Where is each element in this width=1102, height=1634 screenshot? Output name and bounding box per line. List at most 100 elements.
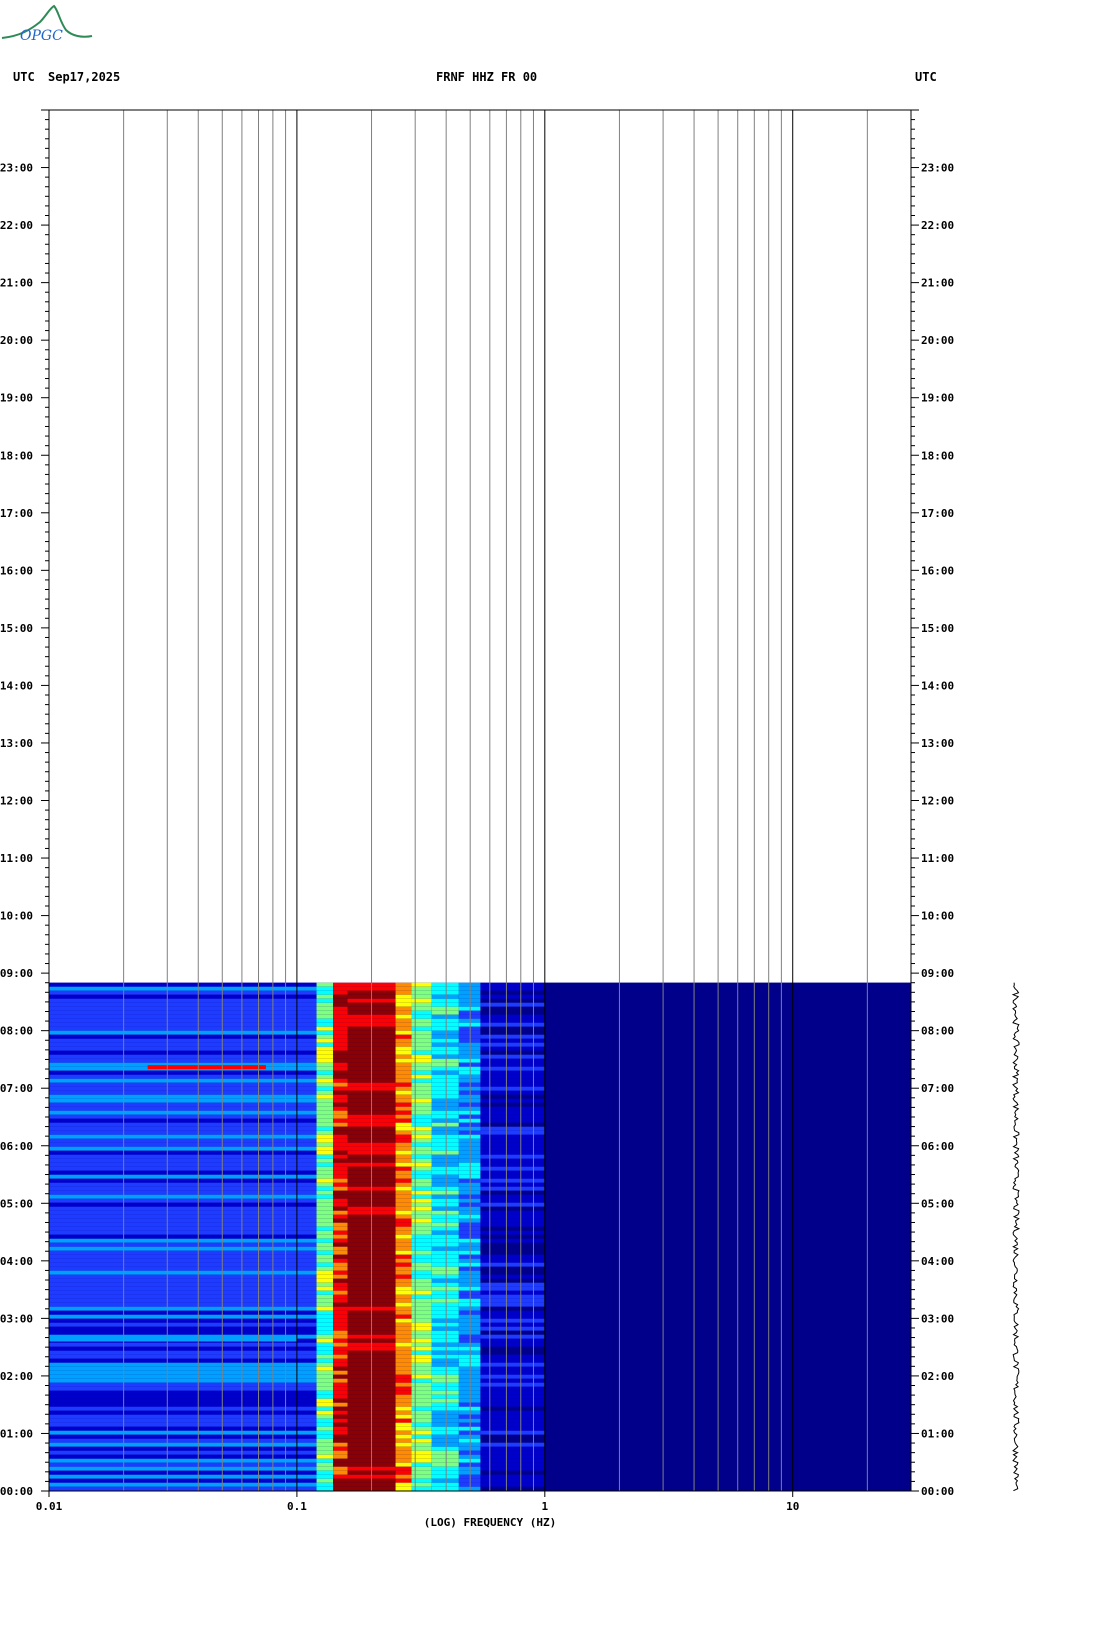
heatmap-cell [411, 990, 432, 995]
heatmap-cell [316, 1058, 334, 1063]
heatmap-cell [316, 1390, 334, 1395]
heatmap-cell [480, 1410, 545, 1415]
heatmap-cell [333, 1158, 348, 1163]
heatmap-cell [431, 1342, 459, 1347]
heatmap-cell [411, 1354, 432, 1359]
heatmap-cell [431, 1454, 459, 1459]
y-tick-label-right: 16:00 [921, 564, 954, 577]
heatmap-cell [431, 1334, 459, 1339]
heatmap-cell [544, 1014, 911, 1019]
heatmap-cell [480, 1218, 545, 1223]
heatmap-cell [458, 1386, 481, 1391]
heatmap-cell [431, 1142, 459, 1147]
heatmap-cell [458, 1246, 481, 1251]
heatmap-cell [431, 1110, 459, 1115]
heatmap-cell [431, 1442, 459, 1447]
heatmap-cell [395, 1058, 412, 1063]
heatmap-cell [333, 1238, 348, 1243]
heatmap-cell [431, 1394, 459, 1399]
heatmap-cell [333, 1258, 348, 1263]
heatmap-cell [395, 1358, 412, 1363]
heatmap-cell [458, 1222, 481, 1227]
heatmap-cell [458, 1262, 481, 1267]
heatmap-cell [49, 1354, 317, 1359]
heatmap-cell [316, 1370, 334, 1375]
heatmap-cell [431, 1158, 459, 1163]
heatmap-cell [480, 1226, 545, 1231]
heatmap-cell [480, 1158, 545, 1163]
heatmap-cell [316, 1182, 334, 1187]
heatmap-cell [49, 1134, 317, 1139]
heatmap-cell [333, 1326, 348, 1331]
heatmap-cell [333, 1426, 348, 1431]
heatmap-cell [49, 1050, 317, 1055]
y-tick-label-left: 23:00 [0, 162, 33, 175]
heatmap-cell [333, 1266, 348, 1271]
heatmap-cell [395, 1330, 412, 1335]
heatmap-cell [395, 1238, 412, 1243]
heatmap-cell [49, 1370, 317, 1375]
heatmap-cell [544, 1118, 911, 1123]
heatmap-cell [431, 1122, 459, 1127]
heatmap-cell [49, 1018, 317, 1023]
heatmap-cell [395, 1378, 412, 1383]
heatmap-cell [49, 1130, 317, 1135]
heatmap-cell [458, 1370, 481, 1375]
heatmap-cell [316, 1374, 334, 1379]
heatmap-cell [316, 1082, 334, 1087]
heatmap-cell [544, 1198, 911, 1203]
heatmap-cell [411, 1322, 432, 1327]
heatmap-cell [333, 1398, 348, 1403]
heatmap-cell [411, 986, 432, 991]
heatmap-cell [544, 1302, 911, 1307]
y-tick-label-right: 10:00 [921, 910, 954, 923]
heatmap-cell [480, 1070, 545, 1075]
heatmap-cell [395, 1178, 412, 1183]
heatmap-cell [395, 1270, 412, 1275]
heatmap-cell [395, 1366, 412, 1371]
heatmap-cell [49, 1094, 317, 1099]
heatmap-cell [480, 1126, 545, 1131]
heatmap-cell [544, 1190, 911, 1195]
heatmap-cell [458, 1446, 481, 1451]
heatmap-cell [411, 1046, 432, 1051]
heatmap-cell [395, 1286, 412, 1291]
heatmap-cell [411, 1454, 432, 1459]
heatmap-cell [544, 1038, 911, 1043]
heatmap-cell [411, 1286, 432, 1291]
heatmap-cell [316, 1402, 334, 1407]
heatmap-cell [480, 1130, 545, 1135]
heatmap-cell [458, 1158, 481, 1163]
heatmap-cell [431, 1406, 459, 1411]
heatmap-cell [480, 1086, 545, 1091]
heatmap-cell [333, 1010, 348, 1015]
heatmap-cell [49, 1078, 317, 1083]
heatmap-cell [544, 1458, 911, 1463]
heatmap-cell [544, 1474, 911, 1479]
heatmap-cell [411, 1042, 432, 1047]
heatmap-cell [49, 1202, 317, 1207]
heatmap-cell [431, 1006, 459, 1011]
heatmap-cell [544, 1082, 911, 1087]
heatmap-cell [458, 1006, 481, 1011]
heatmap-cell [458, 1294, 481, 1299]
heatmap-cell [411, 1022, 432, 1027]
heatmap-cell [431, 1310, 459, 1315]
heatmap-cell [480, 1138, 545, 1143]
heatmap-cell [458, 1046, 481, 1051]
y-tick-label-right: 23:00 [921, 162, 954, 175]
heatmap-cell [544, 1010, 911, 1015]
heatmap-cell [411, 1190, 432, 1195]
heatmap-cell [411, 1438, 432, 1443]
heatmap-cell [480, 1370, 545, 1375]
heatmap-cell [431, 1190, 459, 1195]
heatmap-cell [544, 1090, 911, 1095]
heatmap-cell [544, 1026, 911, 1031]
heatmap-cell [395, 1314, 412, 1319]
heatmap-cell [431, 1254, 459, 1259]
heatmap-cell [333, 1098, 348, 1103]
heatmap-cell [544, 998, 911, 1003]
y-tick-label-left: 00:00 [0, 1485, 33, 1498]
heatmap-cell [333, 1342, 348, 1347]
